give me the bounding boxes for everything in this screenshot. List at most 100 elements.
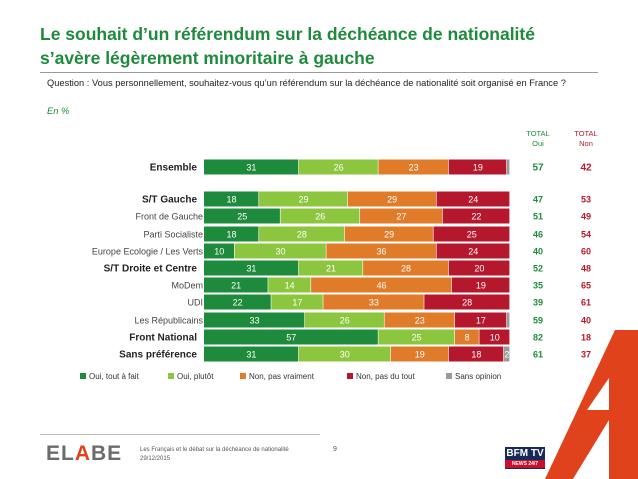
bfm-tv-logo-text: BFM TV	[506, 448, 544, 459]
total-non-value: 37	[581, 350, 591, 360]
legend-swatch	[168, 373, 174, 379]
bar-data-label: 22	[233, 298, 243, 308]
unit-label: En %	[47, 106, 70, 116]
bar-data-label: 30	[340, 350, 350, 360]
bar-segment	[378, 159, 449, 175]
bar-segment	[360, 208, 443, 224]
total-oui-value: 61	[533, 350, 543, 360]
bar-segment	[204, 191, 259, 207]
legend-label: Non, pas du tout	[356, 372, 415, 381]
row-label: Europe Ecologie / Les Verts	[92, 247, 204, 257]
footer-study-title: Les Français et le débat sur la déchéanc…	[140, 447, 289, 453]
bar-data-label: 17	[292, 298, 302, 308]
bar-segment	[204, 226, 259, 242]
total-oui-value: 59	[533, 316, 543, 326]
bar-segment	[436, 191, 510, 207]
bar-segment	[326, 243, 436, 259]
row-label: Sans préférence	[119, 350, 197, 361]
total-non-value: 60	[581, 247, 591, 257]
total-oui-value: 82	[533, 333, 543, 343]
bar-data-label: 33	[369, 298, 379, 308]
bar-segment	[503, 346, 510, 362]
row-label: Les Républicains	[134, 316, 203, 326]
total-oui-value: 52	[533, 264, 543, 274]
total-non-value: 61	[581, 298, 591, 308]
bar-segment	[259, 191, 348, 207]
bar-segment	[344, 226, 433, 242]
footer-divider	[40, 434, 320, 435]
bar-segment	[454, 329, 479, 345]
bar-data-label: 25	[237, 212, 247, 222]
total-oui-header-line1: TOTAL	[526, 129, 550, 138]
bar-data-label: 17	[476, 316, 486, 326]
total-non-value: 54	[581, 230, 591, 240]
row-label: UDI	[188, 298, 204, 308]
bar-data-label: 46	[376, 281, 386, 291]
bar-data-label: 25	[467, 230, 477, 240]
total-oui-value: 40	[533, 247, 543, 257]
bar-data-label: 29	[387, 195, 397, 205]
bar-data-label: 19	[476, 281, 486, 291]
row-label: Front de Gauche	[135, 212, 203, 222]
total-oui-value: 51	[533, 212, 543, 222]
bar-segment	[479, 329, 510, 345]
bar-data-label: 28	[462, 298, 472, 308]
legend-label: Sans opinion	[455, 372, 501, 381]
bar-segment	[298, 346, 391, 362]
total-non-value: 40	[581, 316, 591, 326]
bar-data-label: 30	[275, 247, 285, 257]
title-divider	[40, 72, 598, 73]
bar-segment	[378, 329, 455, 345]
bar-segment	[298, 159, 378, 175]
legend-label: Oui, plutôt	[177, 372, 214, 381]
bar-data-label: 28	[401, 264, 411, 274]
bar-segment	[436, 243, 510, 259]
total-oui-value: 57	[532, 163, 544, 174]
legend-swatch	[446, 373, 452, 379]
question-text: Question : Vous personnellement, souhait…	[47, 78, 566, 88]
total-non-value: 48	[581, 264, 591, 274]
bar-segment	[451, 277, 510, 293]
logo-post: BE	[91, 442, 123, 465]
bar-data-label: 29	[384, 230, 394, 240]
bar-segment	[268, 277, 311, 293]
bar-segment	[506, 312, 510, 328]
bar-data-label: 10	[214, 247, 224, 257]
bfm-tv-logo: BFM TV NEWS 24/7	[505, 447, 545, 469]
bar-segment	[433, 226, 510, 242]
bar-data-label: 31	[246, 264, 256, 274]
bar-data-label: 23	[409, 163, 419, 173]
row-label: Front National	[129, 333, 197, 344]
total-non-value: 65	[581, 281, 591, 291]
page-number: 9	[333, 446, 337, 453]
bar-segment	[384, 312, 455, 328]
bar-data-label: 27	[396, 212, 406, 222]
total-non-value: 53	[581, 195, 591, 205]
bfm-tv-logo-sub: NEWS 24/7	[505, 460, 545, 468]
total-oui-value: 35	[533, 281, 543, 291]
bar-data-label: 18	[227, 230, 237, 240]
legend-swatch	[347, 373, 353, 379]
bar-segment	[259, 226, 345, 242]
legend-label: Oui, tout à fait	[89, 372, 140, 381]
bar-data-label: 20	[474, 264, 484, 274]
logo-accent: A	[74, 442, 92, 465]
bar-data-label: 26	[334, 163, 344, 173]
row-label: Parti Socialiste	[143, 230, 203, 240]
logo-pre: EL	[46, 442, 75, 465]
bar-segment	[506, 159, 510, 175]
bar-segment	[234, 243, 326, 259]
bar-data-label: 31	[246, 163, 256, 173]
bar-data-label: 19	[473, 163, 483, 173]
bar-segment	[454, 312, 507, 328]
bar-segment	[424, 294, 510, 310]
bar-segment	[311, 277, 452, 293]
bar-segment	[280, 208, 360, 224]
bar-data-label: 31	[246, 350, 256, 360]
bar-data-label: 36	[376, 247, 386, 257]
footer-date: 29/12/2015	[140, 456, 171, 462]
row-label: Ensemble	[150, 163, 198, 174]
bar-data-label: 26	[340, 316, 350, 326]
bar-segment	[347, 191, 436, 207]
